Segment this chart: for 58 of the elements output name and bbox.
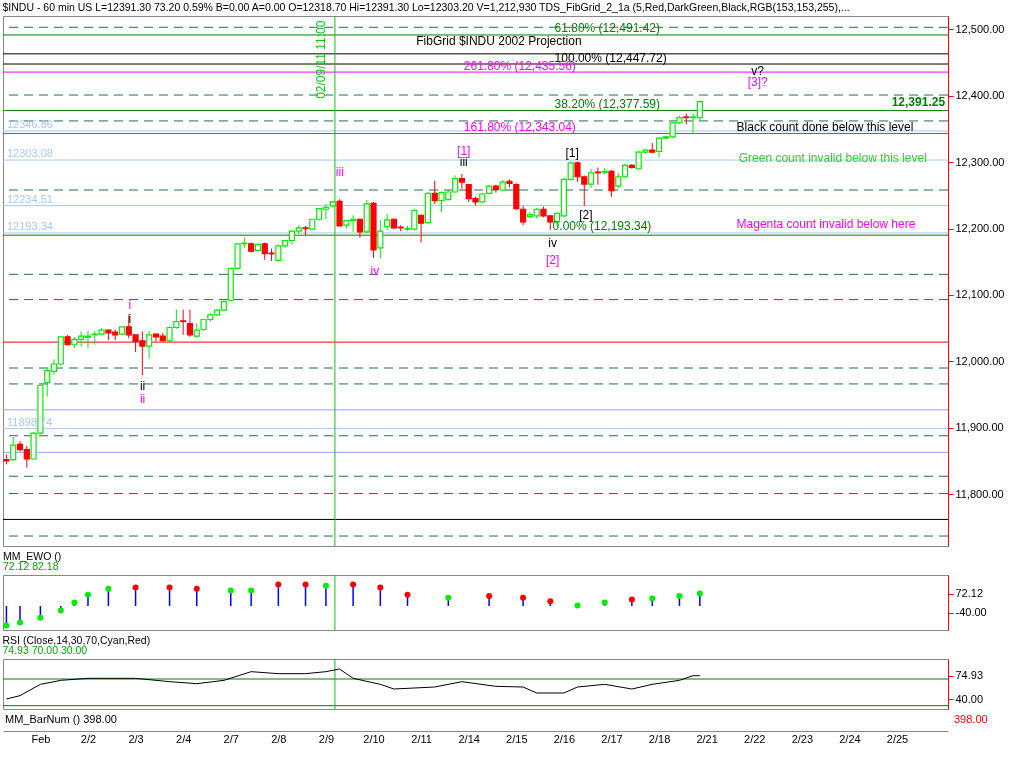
annotation: iv bbox=[548, 236, 557, 251]
x-tick-label: 2/2 bbox=[80, 732, 97, 745]
y-tick-label: 12,400.00 bbox=[955, 89, 1005, 102]
annotation: [2] bbox=[545, 252, 560, 267]
chart-title: MM_EWO () bbox=[3, 549, 62, 562]
chart-subtitle: 72.12 82.18 bbox=[3, 560, 59, 572]
y-tick-label: 12,100.00 bbox=[955, 288, 1005, 301]
y-tick-label: 12,000.00 bbox=[955, 354, 1005, 367]
text: 398.00 bbox=[954, 713, 988, 725]
annotation: 02/09/11 11:00 bbox=[314, 20, 329, 99]
annotation: iii bbox=[335, 165, 344, 180]
annotation: 161.80% (12,343.04) bbox=[463, 119, 576, 134]
chart-title: RSI (Close,14,30,70,Cyan,Red) bbox=[2, 633, 151, 646]
x-tick-label: 2/11 bbox=[411, 732, 432, 745]
y-tick-label: 12,300.00 bbox=[955, 155, 1005, 168]
y-tick-label: 74.93 bbox=[955, 669, 984, 682]
x-tick-label: 2/15 bbox=[506, 732, 528, 745]
annotation: ii bbox=[139, 379, 146, 393]
x-tick-label: 2/24 bbox=[839, 732, 861, 745]
annotation: 38.20% (12,377.59) bbox=[554, 97, 660, 112]
x-tick-label: 2/22 bbox=[744, 732, 766, 745]
ref-line-label: 12303.08 bbox=[7, 147, 53, 160]
y-tick-label: 11,900.00 bbox=[955, 421, 1004, 434]
x-tick-label: 2/7 bbox=[223, 732, 239, 745]
ref-line-label: 12234.51 bbox=[7, 192, 53, 205]
x-tick-label: 2/10 bbox=[363, 732, 385, 745]
ref-line-label: 12193.34 bbox=[7, 219, 53, 232]
annotation: [3]? bbox=[747, 75, 768, 90]
y-tick-label: 11,800.00 bbox=[955, 487, 1004, 500]
x-tick-label: 2/8 bbox=[271, 732, 287, 745]
x-tick-label: 2/3 bbox=[128, 732, 144, 745]
x-tick-label: 2/17 bbox=[601, 732, 623, 745]
x-tick-label: 2/9 bbox=[318, 732, 335, 745]
x-tick-label: 2/25 bbox=[886, 732, 909, 745]
y-tick-label: 72.12 bbox=[955, 587, 984, 600]
chart-subtitle: 74.93 70.00 30.00 bbox=[2, 644, 88, 656]
x-tick-label: 2/4 bbox=[176, 732, 192, 745]
annotation: Green count invalid below this level bbox=[738, 150, 927, 165]
annotation: [1] bbox=[565, 146, 579, 161]
annotation: Black count done below this level bbox=[736, 119, 914, 134]
annotation: FibGrid $INDU 2002 Projection bbox=[416, 33, 582, 48]
x-tick-label: 2/14 bbox=[458, 732, 480, 745]
y-tick-label: 40.00 bbox=[955, 692, 984, 705]
text: MM_BarNum () 398.00 bbox=[5, 713, 117, 725]
annotation: ii bbox=[139, 391, 146, 406]
annotation: i bbox=[128, 311, 132, 326]
y-tick-label: -40.00 bbox=[955, 606, 987, 619]
annotation: i bbox=[128, 298, 132, 313]
chart-title: $INDU - 60 min US L=12391.30 73.20 0.59% B=0.00 A=0.00 O=12318.70 Hi=12391.30 Lo=12303.20 V=1,212,930 TDS_FibGrid_2_1a (5,Red,DarkGreen,Black,RGB(153,153,255),... bbox=[2, 1, 850, 13]
x-tick-label: 2/18 bbox=[648, 732, 671, 745]
annotation: Magenta count invalid below here bbox=[736, 217, 916, 232]
x-tick-label: 2/21 bbox=[696, 732, 718, 745]
y-tick-label: 12,500.00 bbox=[955, 22, 1005, 35]
annotation: 12,391.25 bbox=[891, 95, 946, 110]
y-tick-label: 12,200.00 bbox=[955, 222, 1005, 235]
x-tick-label: 2/16 bbox=[553, 732, 576, 745]
x-tick-label: Feb bbox=[31, 732, 51, 745]
x-tick-label: 2/23 bbox=[791, 732, 814, 745]
